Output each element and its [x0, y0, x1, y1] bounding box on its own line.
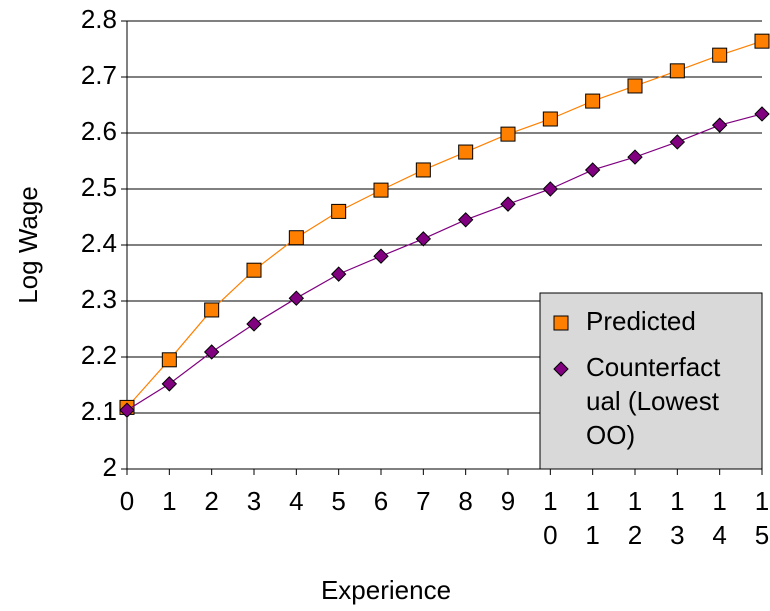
marker [330, 266, 347, 282]
y-tick-label: 2.5 [81, 172, 117, 202]
marker [669, 63, 685, 79]
x-tick-label: 5 [331, 486, 345, 516]
y-tick-label: 2.2 [81, 340, 117, 370]
legend-label: Predicted [586, 306, 696, 336]
x-tick-label: 6 [374, 486, 388, 516]
marker [457, 212, 474, 228]
marker [331, 203, 347, 219]
x-tick-label: 9 [501, 486, 515, 516]
y-tick-label: 2.8 [81, 4, 117, 34]
y-axis-label: Log Wage [13, 186, 43, 304]
y-tick-label: 2.7 [81, 60, 117, 90]
marker [161, 376, 178, 392]
y-tick-label: 2.1 [81, 396, 117, 426]
marker [711, 117, 728, 133]
x-tick-label: 1 [162, 486, 176, 516]
marker [246, 262, 262, 278]
marker [458, 144, 474, 160]
marker [542, 111, 558, 127]
marker [119, 402, 135, 418]
x-tick-label: 3 [247, 486, 261, 516]
marker [669, 134, 686, 150]
marker [415, 231, 432, 247]
marker [754, 33, 770, 49]
marker [203, 344, 220, 360]
legend-box [539, 292, 763, 470]
marker [161, 352, 177, 368]
y-tick-label: 2.6 [81, 116, 117, 146]
marker [627, 78, 643, 94]
legend-marker [553, 315, 569, 331]
x-tick-label: 7 [416, 486, 430, 516]
series-line [126, 40, 763, 408]
marker [500, 126, 516, 142]
marker [415, 162, 431, 178]
marker [542, 181, 559, 197]
marker [754, 106, 770, 122]
x-tick-label: 8 [458, 486, 472, 516]
marker [373, 248, 389, 264]
x-tick-label: 2 [204, 486, 218, 516]
marker [288, 290, 305, 306]
marker [627, 149, 643, 165]
x-tick-label: 0 [120, 486, 134, 516]
series-line [126, 113, 763, 411]
marker [712, 47, 728, 63]
marker [246, 316, 262, 332]
x-axis-label: Experience [321, 575, 451, 605]
y-tick-label: 2 [103, 452, 117, 482]
y-tick-label: 2.4 [81, 228, 117, 258]
legend-label: Counterfact ual (Lowest OO) [586, 352, 721, 450]
legend-marker [553, 361, 569, 377]
marker [288, 230, 304, 246]
y-tick-label: 2.3 [81, 284, 117, 314]
marker [584, 162, 601, 178]
marker [500, 196, 516, 212]
marker [373, 182, 389, 198]
x-tick-label: 4 [289, 486, 303, 516]
marker [204, 302, 220, 318]
marker [585, 93, 601, 109]
